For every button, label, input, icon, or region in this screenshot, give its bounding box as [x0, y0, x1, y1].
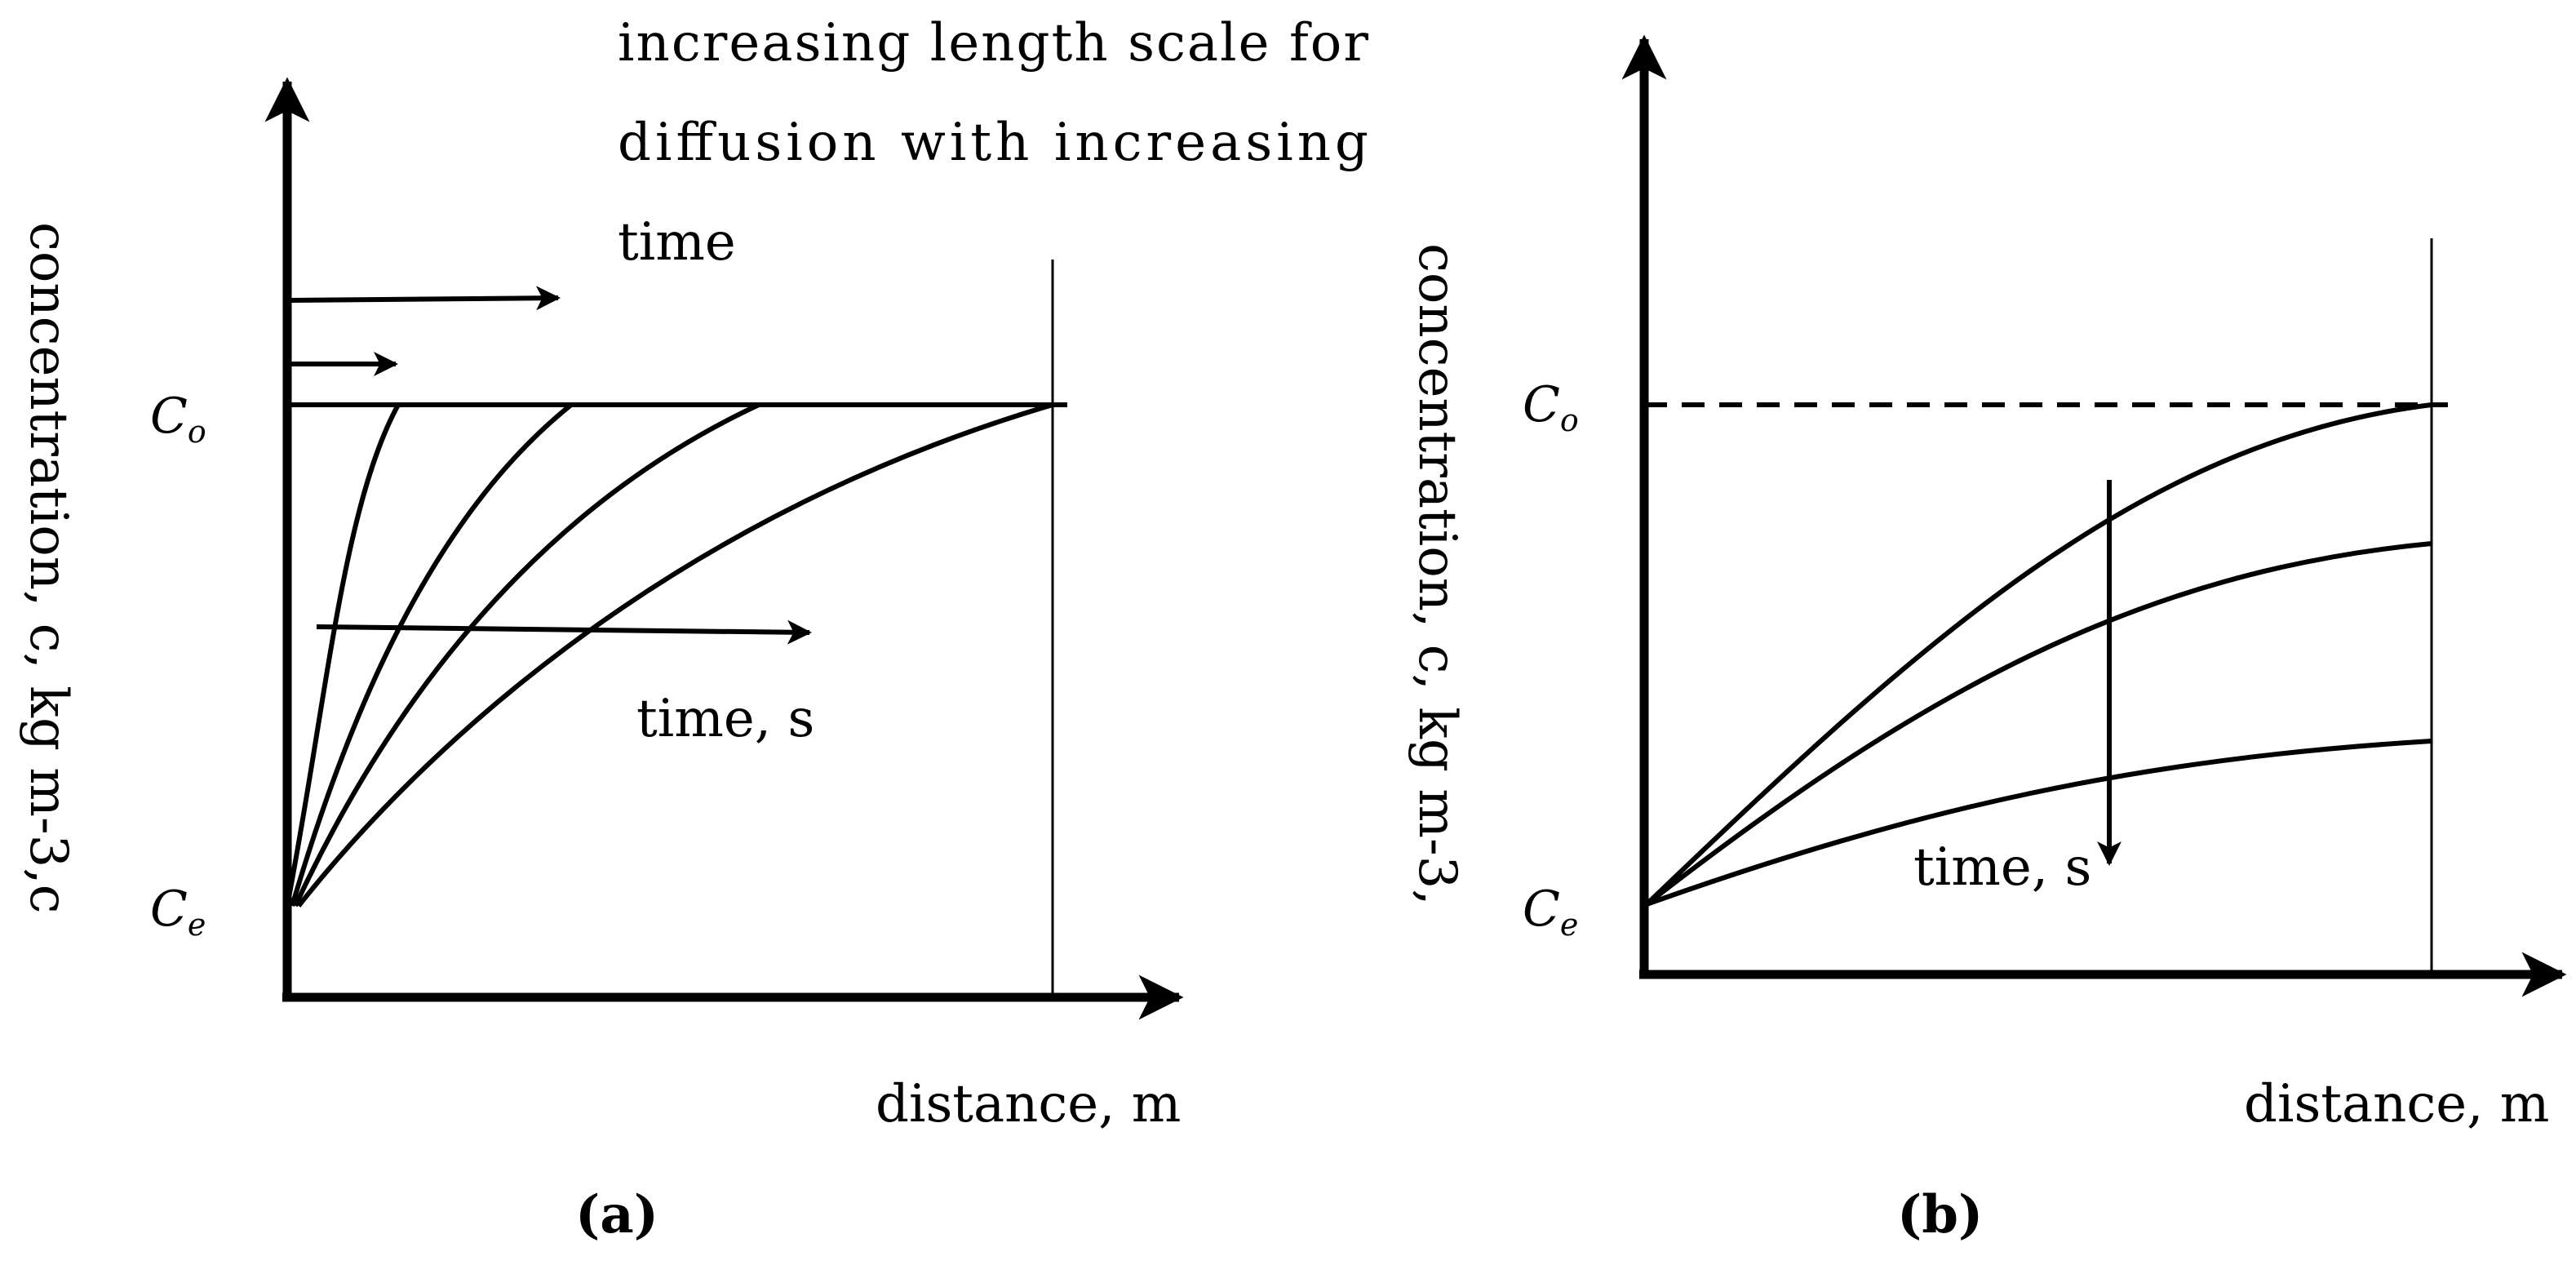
panel-a-caption: (a) [575, 1184, 658, 1245]
panel-a-note-line-2: diffusion with increasing [618, 113, 1368, 173]
panel-a-note-line-1: increasing length scale for [618, 13, 1368, 73]
panel-a-time-label: time, s [636, 689, 814, 749]
panel-b-profile-curve [1645, 739, 2432, 907]
panel-b-profile-curve [1644, 402, 2432, 907]
panel-a-note-line-3: time [618, 212, 736, 273]
panel-b-caption: (b) [1897, 1184, 1983, 1245]
panel-b-profile-curve [1645, 541, 2432, 907]
panel-a-length-arrow-long [290, 286, 561, 311]
panel-b-c0-label: Co [1523, 376, 1579, 438]
panel-a-profile-curve [290, 402, 573, 907]
panel-a-time-arrow [316, 619, 812, 645]
panel-a-profile-curve [293, 402, 760, 908]
panel-a-c0-label: Co [150, 388, 206, 450]
panel-b-ce-label: Ce [1523, 881, 1578, 943]
panel-b: time, s distance, m (b) concentration, c… [1407, 34, 2567, 1245]
panel-b-x-axis-label: distance, m [2244, 1074, 2549, 1134]
panel-a-profile-curve [296, 402, 1053, 908]
panel-a: increasing length scale for diffusion wi… [18, 13, 1368, 1245]
panel-a-ce-label: Ce [150, 881, 206, 943]
panel-a-profile-curve [285, 403, 401, 907]
panel-b-y-axis-label: concentration, c, kg m-3, [1407, 243, 1467, 906]
panel-b-time-label: time, s [1913, 837, 2091, 898]
panel-a-x-axis-label: distance, m [876, 1074, 1181, 1134]
panel-a-y-axis-label: concentration, c, kg m-3,c [18, 222, 78, 913]
